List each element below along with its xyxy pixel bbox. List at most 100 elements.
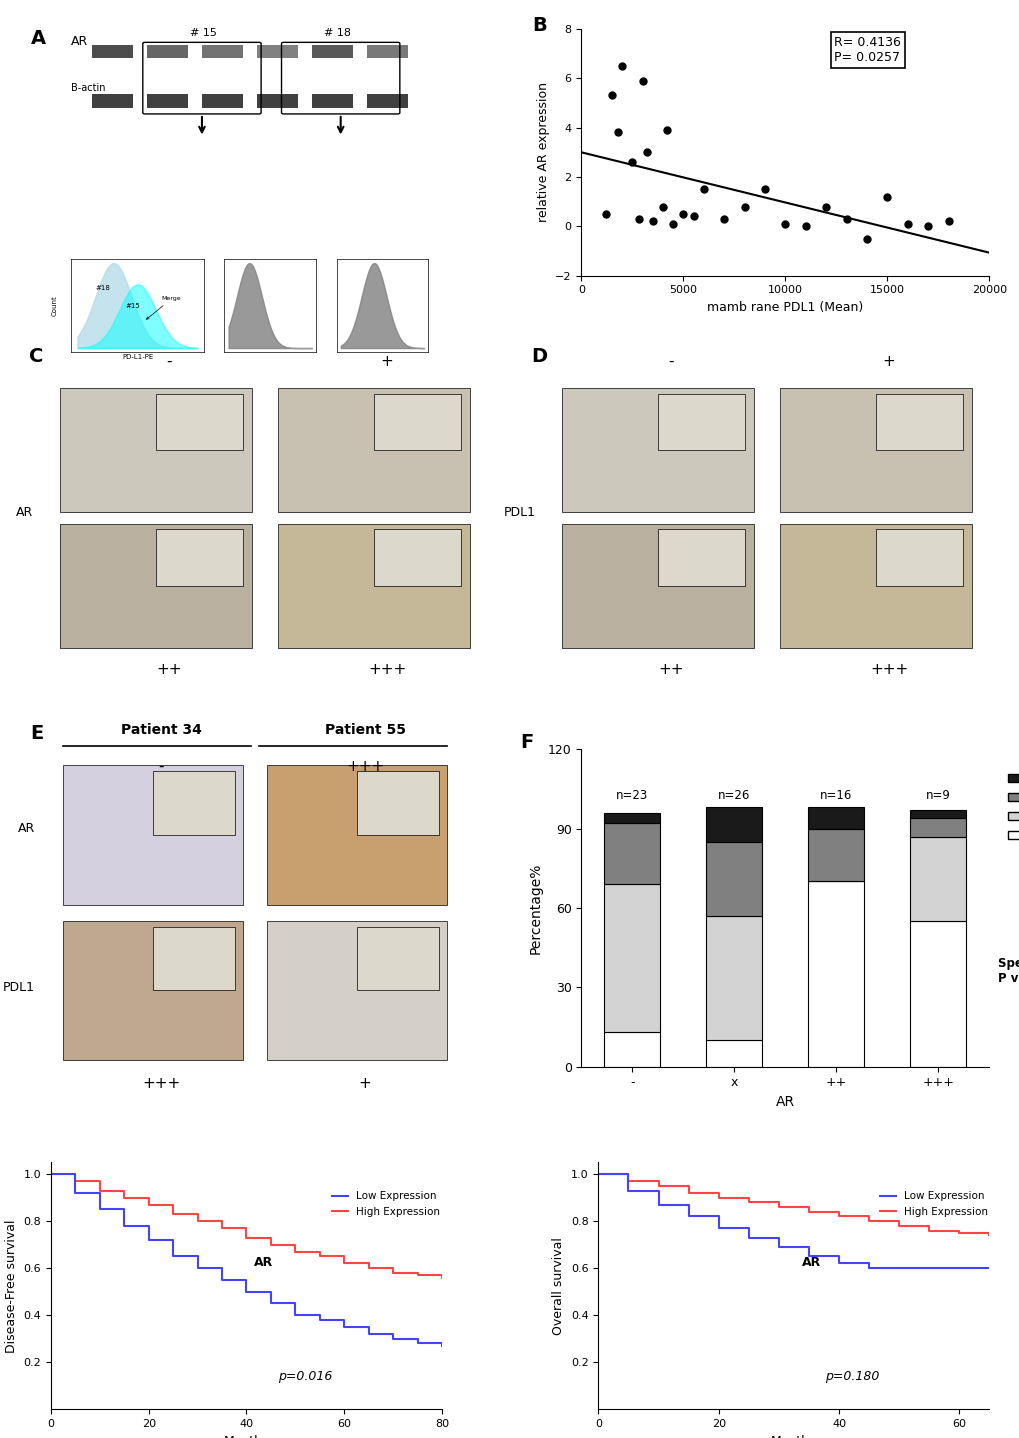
Text: Count: Count <box>52 295 57 316</box>
Bar <box>604 1032 660 1067</box>
Bar <box>706 841 762 916</box>
Point <box>664 213 681 236</box>
Bar <box>202 45 243 59</box>
Text: p=0.016: p=0.016 <box>277 1369 332 1382</box>
Bar <box>312 95 353 108</box>
FancyBboxPatch shape <box>60 523 252 649</box>
Text: -: - <box>158 759 164 774</box>
Point <box>878 186 895 209</box>
Text: AR: AR <box>71 35 89 47</box>
Point <box>736 196 752 219</box>
Text: Patient 55: Patient 55 <box>324 722 406 736</box>
Y-axis label: Overall survival: Overall survival <box>552 1237 565 1334</box>
FancyBboxPatch shape <box>60 388 252 512</box>
Text: #15: #15 <box>125 302 141 309</box>
Point <box>613 55 630 78</box>
FancyBboxPatch shape <box>357 771 438 835</box>
Text: AR: AR <box>17 823 35 835</box>
Text: n=26: n=26 <box>717 789 750 802</box>
Bar <box>147 45 187 59</box>
Text: # 18: # 18 <box>324 29 351 39</box>
Y-axis label: Percentage%: Percentage% <box>528 863 542 953</box>
Text: Spearman R = -0.3314
P value = 0.0039: Spearman R = -0.3314 P value = 0.0039 <box>997 958 1019 985</box>
FancyBboxPatch shape <box>657 529 744 585</box>
Text: +: + <box>881 354 895 368</box>
Bar <box>367 95 408 108</box>
Y-axis label: relative AR expression: relative AR expression <box>536 82 549 223</box>
FancyBboxPatch shape <box>156 529 243 585</box>
FancyBboxPatch shape <box>780 388 971 512</box>
Bar <box>312 45 353 59</box>
Bar <box>367 45 408 59</box>
X-axis label: Months: Months <box>223 1435 269 1438</box>
FancyBboxPatch shape <box>153 928 234 991</box>
FancyBboxPatch shape <box>875 529 962 585</box>
Bar <box>910 810 966 818</box>
Text: E: E <box>31 723 44 743</box>
Y-axis label: Disease-Free survival: Disease-Free survival <box>5 1219 18 1353</box>
Text: B: B <box>532 16 546 36</box>
Bar <box>604 884 660 1032</box>
X-axis label: AR: AR <box>775 1094 794 1109</box>
Bar <box>910 837 966 922</box>
Point <box>654 196 671 219</box>
Text: n=16: n=16 <box>819 789 852 802</box>
FancyBboxPatch shape <box>657 394 744 450</box>
Bar <box>706 916 762 1040</box>
Point <box>597 203 613 226</box>
Point <box>603 83 620 106</box>
Bar <box>92 45 132 59</box>
Text: PDL1: PDL1 <box>503 506 535 519</box>
Text: ++: ++ <box>657 661 683 677</box>
Point <box>658 118 675 141</box>
FancyBboxPatch shape <box>374 394 461 450</box>
FancyBboxPatch shape <box>153 771 234 835</box>
Point <box>715 207 732 230</box>
Point <box>638 141 654 164</box>
Point <box>797 214 813 237</box>
Bar <box>92 95 132 108</box>
Bar <box>202 95 243 108</box>
Point <box>838 207 854 230</box>
Text: ++: ++ <box>156 661 181 677</box>
Legend: Low Expression, High Expression: Low Expression, High Expression <box>328 1188 444 1221</box>
Text: R= 0.4136
P= 0.0257: R= 0.4136 P= 0.0257 <box>834 36 901 65</box>
FancyBboxPatch shape <box>875 394 962 450</box>
Bar <box>808 881 864 1067</box>
Point <box>634 69 650 92</box>
Text: C: C <box>30 347 44 365</box>
Text: p=0.180: p=0.180 <box>824 1369 878 1382</box>
Text: n=23: n=23 <box>615 789 648 802</box>
FancyBboxPatch shape <box>357 928 438 991</box>
Text: A: A <box>31 29 46 47</box>
FancyBboxPatch shape <box>374 529 461 585</box>
Text: +++: +++ <box>368 661 406 677</box>
Bar <box>910 818 966 837</box>
Text: +++: +++ <box>869 661 907 677</box>
FancyBboxPatch shape <box>780 523 971 649</box>
Text: AR: AR <box>16 506 34 519</box>
Text: #18: #18 <box>96 285 110 290</box>
Text: +++: +++ <box>142 1076 180 1091</box>
Point <box>940 210 956 233</box>
FancyBboxPatch shape <box>278 523 470 649</box>
FancyBboxPatch shape <box>267 920 446 1060</box>
Bar <box>808 828 864 881</box>
Bar <box>706 1040 762 1067</box>
Bar <box>147 95 187 108</box>
Point <box>675 203 691 226</box>
X-axis label: mamb rane PDL1 (Mean): mamb rane PDL1 (Mean) <box>706 301 863 313</box>
Text: AR: AR <box>801 1255 820 1268</box>
Bar <box>257 45 298 59</box>
Text: -: - <box>667 354 673 368</box>
Text: -: - <box>166 354 171 368</box>
Point <box>899 213 915 236</box>
FancyBboxPatch shape <box>63 765 243 905</box>
Point <box>756 178 772 201</box>
Legend: +++, ++, +, -: +++, ++, +, - <box>1003 749 1019 847</box>
Legend: Low Expression, High Expression: Low Expression, High Expression <box>875 1188 991 1221</box>
FancyBboxPatch shape <box>278 388 470 512</box>
Text: AR: AR <box>254 1255 273 1268</box>
Bar <box>604 812 660 824</box>
Bar <box>910 922 966 1067</box>
